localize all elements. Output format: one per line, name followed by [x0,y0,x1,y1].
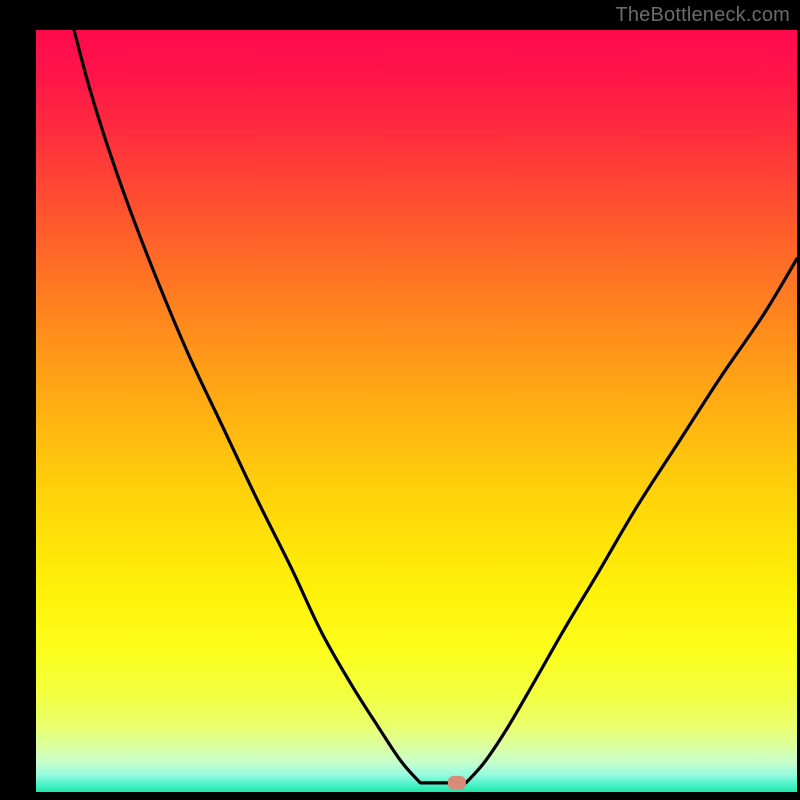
stage: TheBottleneck.com [0,0,800,800]
optimal-point-marker [448,776,466,790]
bottleneck-chart [36,30,797,792]
watermark-text: TheBottleneck.com [615,4,790,27]
chart-background [36,30,797,792]
